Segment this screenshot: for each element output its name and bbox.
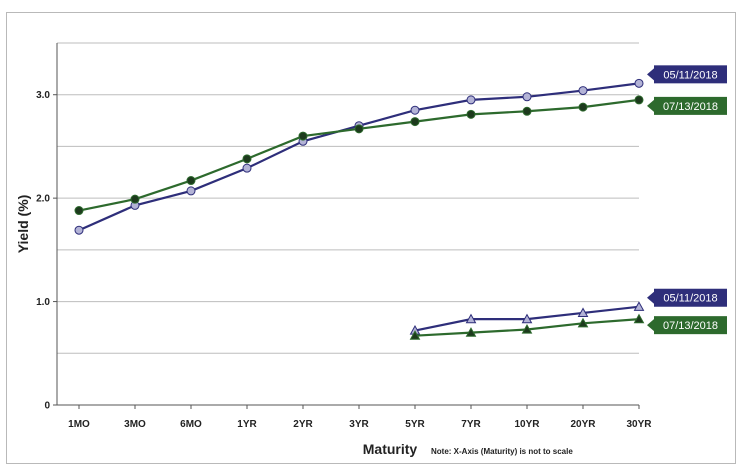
- series-label-pointer: [647, 291, 654, 304]
- series-label: 07/13/2018: [663, 320, 718, 332]
- y-tick-label: 3.0: [36, 90, 50, 101]
- data-point: [410, 117, 420, 127]
- data-point: [578, 102, 588, 112]
- x-tick-label: 2YR: [293, 419, 313, 430]
- data-point: [74, 225, 84, 235]
- x-tick-label: 1YR: [237, 419, 257, 430]
- data-point: [186, 186, 196, 196]
- data-point: [522, 106, 532, 116]
- y-tick-label: 0: [44, 401, 50, 412]
- data-point: [242, 163, 252, 173]
- x-tick-label: 3YR: [349, 419, 369, 430]
- x-tick-label: 5YR: [405, 419, 425, 430]
- data-point: [466, 109, 476, 119]
- data-point: [409, 330, 421, 340]
- series-label-box: [654, 288, 727, 307]
- x-tick-label: 3MO: [124, 419, 146, 430]
- data-point: [577, 307, 589, 318]
- x-tick-label: 6MO: [180, 419, 202, 430]
- data-point: [74, 206, 84, 216]
- data-point: [242, 154, 252, 164]
- y-tick-label: 1.0: [36, 297, 50, 308]
- series-label-pointer: [647, 68, 654, 81]
- data-point: [465, 313, 477, 324]
- data-point: [522, 92, 532, 102]
- data-point: [634, 95, 644, 105]
- data-point: [186, 176, 196, 186]
- data-point: [354, 124, 364, 134]
- series-label: 05/11/2018: [663, 293, 717, 305]
- y-axis-title: Yield (%): [15, 195, 31, 254]
- y-tick-label: 2.0: [36, 194, 50, 205]
- data-point: [466, 95, 476, 105]
- data-point: [521, 323, 533, 334]
- data-point: [577, 317, 589, 328]
- x-tick-label: 1MO: [68, 419, 90, 430]
- chart-frame: [6, 12, 736, 464]
- data-point: [633, 313, 645, 324]
- series-line: [78, 82, 640, 232]
- data-point: [521, 313, 533, 324]
- series-label-pointer: [647, 99, 654, 112]
- x-tick-label: 30YR: [626, 419, 652, 430]
- series-label: 05/11/2018: [663, 69, 717, 81]
- data-point: [465, 327, 477, 337]
- x-tick-label: 10YR: [514, 419, 540, 430]
- x-axis-note: Note: X-Axis (Maturity) is not to scale: [431, 447, 573, 456]
- x-axis-title: Maturity: [363, 441, 418, 457]
- data-point: [578, 86, 588, 96]
- data-point: [410, 105, 420, 115]
- series-label: 07/13/2018: [663, 101, 718, 113]
- x-tick-label: 7YR: [461, 419, 481, 430]
- data-point: [634, 78, 644, 88]
- series-line: [78, 98, 640, 212]
- data-point: [298, 131, 308, 141]
- series-label-pointer: [647, 319, 654, 332]
- x-tick-label: 20YR: [570, 419, 596, 430]
- series-label-box: [654, 96, 727, 115]
- data-point: [633, 301, 645, 311]
- series-label-box: [654, 316, 727, 335]
- series-label-box: [654, 65, 727, 84]
- data-point: [130, 194, 140, 204]
